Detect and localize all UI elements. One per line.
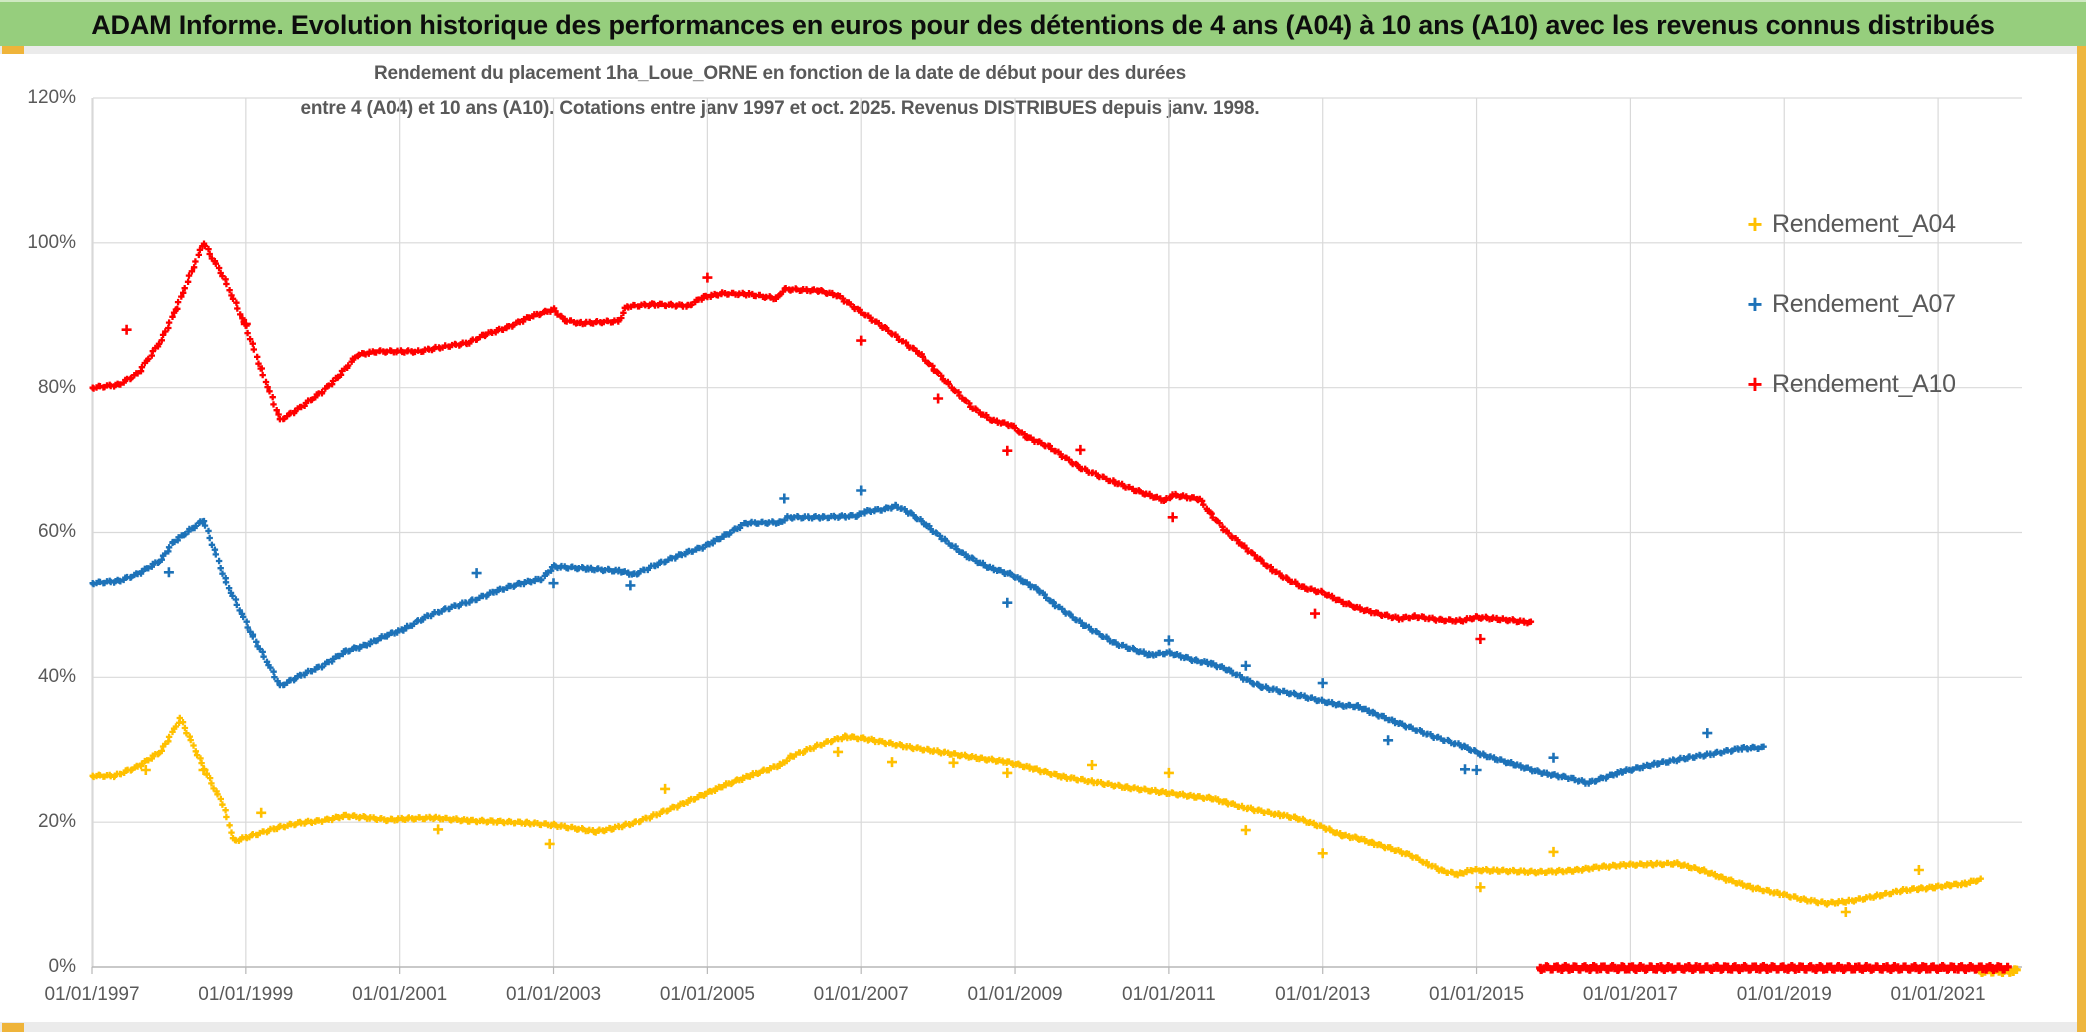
top-border-strip [0, 46, 2086, 54]
chart-title-line1: Rendement du placement 1ha_Loue_ORNE en … [374, 63, 1186, 84]
legend-item-rendement-a07: + Rendement_A07 [1738, 284, 1956, 324]
x-axis-label: 01/01/2007 [813, 984, 909, 1005]
x-axis-label: 01/01/2003 [505, 984, 602, 1005]
legend-item-rendement-a04: + Rendement_A04 [1738, 204, 1956, 244]
legend-item-rendement-a10: + Rendement_A10 [1738, 364, 1956, 404]
x-axis-label: 01/01/2001 [352, 984, 448, 1005]
top-left-accent-dash [2, 46, 24, 54]
y-axis-label: 40% [37, 666, 76, 688]
y-axis-label: 20% [37, 811, 76, 833]
chart-title-line2: entre 4 (A04) et 10 ans (A10). Cotations… [300, 98, 1260, 119]
x-axis-label: 01/01/2017 [1582, 984, 1678, 1005]
x-axis-label: 01/01/2009 [967, 984, 1063, 1005]
y-axis-label: 80% [37, 376, 76, 398]
bottom-border-strip [0, 1022, 2086, 1032]
x-axis-label: 01/01/1997 [44, 984, 140, 1005]
legend-label-a04: Rendement_A04 [1772, 209, 1956, 238]
plus-marker-icon-a04: + [1747, 209, 1763, 239]
y-axis-label: 120% [27, 86, 76, 108]
y-axis-label: 60% [37, 521, 76, 543]
plus-marker-icon-a10: + [1747, 369, 1763, 399]
right-border-bar [2077, 46, 2086, 1032]
legend-label-a07: Rendement_A07 [1772, 289, 1956, 318]
x-axis-label: 01/01/2013 [1275, 984, 1371, 1005]
x-axis-label: 01/01/2015 [1429, 984, 1525, 1005]
legend-label-a10: Rendement_A10 [1772, 369, 1956, 398]
app-header: ADAM Informe. Evolution historique des p… [0, 0, 2086, 48]
y-axis-label: 100% [27, 231, 76, 253]
header-title: ADAM Informe. Evolution historique des p… [91, 9, 1995, 40]
y-axis-label: 0% [48, 956, 76, 977]
x-axis-label: 01/01/2011 [1122, 984, 1216, 1005]
chart-title: Rendement du placement 1ha_Loue_ORNE en … [280, 56, 1280, 126]
x-axis-label: 01/01/2019 [1736, 984, 1832, 1005]
bottom-left-accent-dash [2, 1023, 24, 1032]
plus-marker-icon-a07: + [1747, 289, 1763, 319]
x-axis-label: 01/01/2005 [659, 984, 755, 1005]
x-axis-label: 01/01/1999 [198, 984, 294, 1005]
x-axis-label: 01/01/2021 [1890, 984, 1986, 1005]
